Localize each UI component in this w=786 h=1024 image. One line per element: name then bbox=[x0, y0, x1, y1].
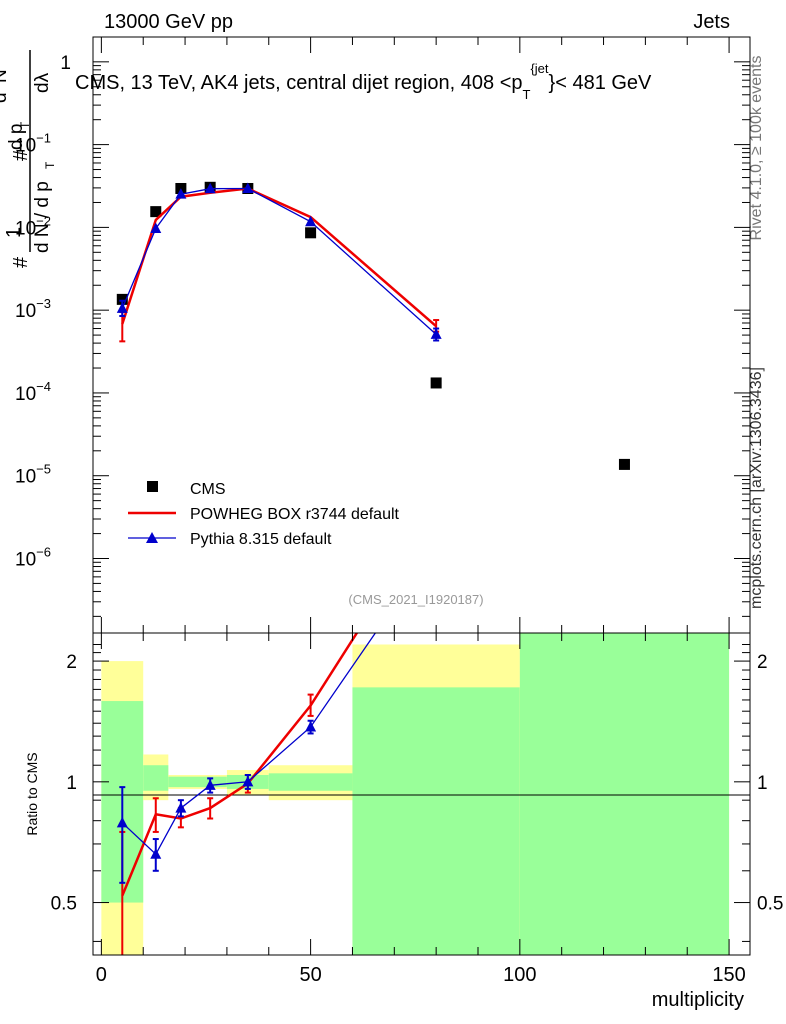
chart-title-main: CMS, 13 TeV, AK4 jets, central dijet reg… bbox=[75, 72, 523, 94]
ratio-ytick-label: 1 bbox=[66, 773, 77, 794]
cms-point bbox=[150, 206, 162, 218]
process-label: Jets bbox=[693, 11, 730, 33]
pythia-point bbox=[150, 222, 162, 233]
ratio-xtick-label: 50 bbox=[299, 964, 321, 986]
ratio-ytick-label-right: 0.5 bbox=[757, 894, 783, 915]
legend: CMS POWHEG BOX r3744 default Pythia 8.31… bbox=[128, 481, 400, 548]
ratio-band-green bbox=[519, 633, 730, 955]
ratio-frame bbox=[92, 632, 751, 956]
cms-point bbox=[430, 377, 442, 389]
ylabel-den-sub: T bbox=[43, 161, 57, 169]
ratio-ytick-label-right: 1 bbox=[757, 773, 768, 794]
ylabel-hash-2: # bbox=[10, 149, 32, 161]
main-ytick-label: 10−3 bbox=[15, 296, 51, 322]
mcplots-label: mcplots.cern.ch [arXiv:1306.3436] bbox=[748, 367, 765, 609]
cms-point bbox=[305, 227, 317, 239]
chart-title-sup: {jet bbox=[530, 61, 548, 76]
ratio-axes: 0.5 0.5 1 1 2 2 0 50 100 150 bbox=[51, 633, 783, 986]
main-series-layer bbox=[116, 181, 630, 470]
ratio-ytick-label: 2 bbox=[66, 652, 77, 673]
ratio-xtick-label: 100 bbox=[503, 964, 536, 986]
ylabel-n: N bbox=[0, 69, 11, 83]
legend-label-pythia: Pythia 8.315 default bbox=[190, 531, 332, 548]
pythia-point bbox=[116, 302, 128, 313]
ratio-ytick-label: 0.5 bbox=[51, 894, 77, 915]
series-line bbox=[121, 187, 437, 335]
pythia-point bbox=[305, 215, 317, 227]
main-axes: 1 10−1 10−2 10−3 10−4 10−5 10−6 bbox=[15, 37, 750, 633]
ylabel-hash-1: # bbox=[10, 256, 32, 268]
ratio-ytick-label-right: 2 bbox=[757, 652, 768, 673]
ratio-band-green bbox=[168, 776, 227, 788]
ratio-series-layer bbox=[116, 633, 377, 955]
ratio-band-green bbox=[143, 765, 169, 791]
legend-label-cms: CMS bbox=[190, 481, 226, 498]
rivet-label: Rivet 4.1.0, ≥ 100k events bbox=[748, 56, 765, 241]
beam-label: 13000 GeV pp bbox=[104, 11, 233, 33]
ratio-xtick-label: 0 bbox=[96, 964, 107, 986]
ratio-ylabel: Ratio to CMS bbox=[24, 752, 40, 835]
main-ytick-label: 10−4 bbox=[15, 379, 51, 405]
main-ytick-label: 10−1 bbox=[15, 131, 51, 157]
analysis-tag: (CMS_2021_I1920187) bbox=[348, 592, 483, 607]
ylabel-d: d bbox=[0, 92, 11, 103]
legend-marker-pythia bbox=[146, 532, 158, 543]
legend-label-powheg: POWHEG BOX r3744 default bbox=[190, 506, 400, 523]
main-ytick-label: 10−2 bbox=[15, 213, 51, 239]
pythia-point bbox=[204, 182, 216, 194]
ratio-pythia-point bbox=[150, 848, 162, 859]
ratio-pythia-point bbox=[305, 720, 317, 732]
main-ylabel: # 1 d N / d p T # d p T d 2 N dλ bbox=[0, 50, 57, 268]
ylabel-den: d N / d p bbox=[32, 181, 53, 253]
pythia-point bbox=[430, 328, 442, 339]
cms-point bbox=[618, 458, 630, 470]
ratio-bands-layer bbox=[101, 633, 730, 955]
cms-point bbox=[116, 293, 128, 305]
main-ytick-label: 10−6 bbox=[15, 545, 51, 571]
chart-title-tail: }< 481 GeV bbox=[549, 72, 653, 94]
ratio-pythia-point bbox=[242, 775, 254, 787]
ratio-pythia-point bbox=[116, 816, 128, 828]
main-ytick-label: 10−5 bbox=[15, 462, 51, 488]
ylabel-one: 1 bbox=[3, 227, 25, 238]
chart-title: CMS, 13 TeV, AK4 jets, central dijet reg… bbox=[75, 61, 652, 102]
ratio-band-green bbox=[352, 687, 520, 955]
chart-title-sub: T bbox=[523, 87, 531, 102]
ratio-band-green bbox=[268, 773, 353, 791]
ratio-pythia-point bbox=[175, 802, 187, 813]
legend-marker-cms bbox=[147, 481, 158, 492]
pythia-point bbox=[175, 188, 187, 199]
ylabel-dp-sub: T bbox=[18, 121, 32, 129]
ylabel-dlambda: dλ bbox=[32, 72, 53, 93]
main-ytick-label: 1 bbox=[60, 53, 71, 74]
ratio-xlabel: multiplicity bbox=[652, 989, 744, 1011]
ratio-xtick-label: 150 bbox=[712, 964, 745, 986]
ylabel-dp: d p bbox=[6, 124, 27, 150]
pythia-point bbox=[242, 182, 254, 193]
ratio-pythia-point bbox=[204, 779, 216, 790]
